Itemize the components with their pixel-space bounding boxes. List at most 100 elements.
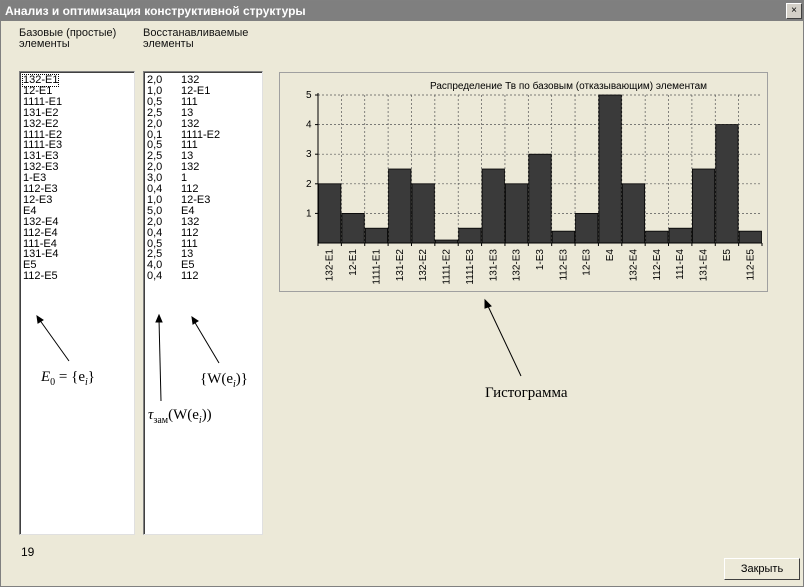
arrow-tau-head bbox=[155, 313, 163, 323]
base-element-item[interactable]: 112-E4 bbox=[23, 226, 58, 239]
restored-element-name: 12-E3 bbox=[181, 193, 211, 206]
restored-element-name: E5 bbox=[181, 259, 195, 272]
restored-element-item[interactable]: 2,0 132 bbox=[147, 75, 199, 86]
base-element-item[interactable]: 132-E1 bbox=[21, 74, 60, 87]
base-element-item[interactable]: 112-E5 bbox=[23, 270, 58, 283]
w-end: )} bbox=[235, 371, 248, 387]
arrow-histogram-head bbox=[484, 298, 492, 309]
x-tick-label: 112-E5 bbox=[745, 249, 756, 281]
base-element-item[interactable]: 1-E3 bbox=[23, 172, 47, 185]
restored-element-item[interactable]: 1,0 12-E1 bbox=[147, 84, 210, 97]
restore-time-value: 0,5 bbox=[147, 139, 163, 152]
base-element-item[interactable]: 131-E4 bbox=[23, 248, 59, 261]
restored-element-item[interactable]: 5,0 E4 bbox=[147, 204, 195, 217]
restored-element-name: E4 bbox=[181, 204, 195, 217]
restored-element-item[interactable]: 0,4 112 bbox=[147, 271, 199, 282]
restored-element-name: 132 bbox=[181, 215, 200, 228]
tau-end: )) bbox=[201, 407, 212, 423]
restored-element-item[interactable]: 0,4 112 bbox=[147, 184, 199, 195]
base-element-item[interactable]: 131-E3 bbox=[23, 150, 59, 163]
restored-element-item[interactable]: 2,0 132 bbox=[147, 117, 200, 130]
restored-header-line1: Восстанавливаемые bbox=[143, 27, 249, 39]
restored-element-item[interactable]: 3,0 1 bbox=[147, 173, 187, 184]
restore-time-value: 2,0 bbox=[147, 74, 163, 86]
restored-element-item[interactable]: 0,5 111 bbox=[147, 95, 198, 108]
x-tick-label: 131-E3 bbox=[488, 249, 499, 282]
x-tick-label: 1111-E3 bbox=[465, 249, 476, 285]
x-tick-label: 112-E4 bbox=[652, 249, 663, 281]
restore-time-value: 2,5 bbox=[147, 150, 163, 163]
restored-element-item[interactable]: 0,5 111 bbox=[147, 140, 198, 151]
restore-time-value: 1,0 bbox=[147, 193, 163, 206]
restored-element-item[interactable]: 2,5 13 bbox=[147, 249, 193, 260]
y-tick-label: 3 bbox=[306, 149, 312, 160]
close-button[interactable]: Закрыть bbox=[724, 558, 800, 580]
arrow-tau bbox=[158, 318, 162, 402]
restore-time-value: 0,5 bbox=[147, 95, 163, 108]
x-tick-label: 132-E4 bbox=[628, 249, 639, 282]
x-tick-label: 132-E2 bbox=[418, 249, 429, 282]
restored-element-item[interactable]: 0,5 111 bbox=[147, 237, 198, 250]
x-tick-label: 12-E3 bbox=[582, 249, 593, 276]
window-title: Анализ и оптимизация конструктивной стру… bbox=[5, 4, 306, 18]
close-icon[interactable]: × bbox=[786, 3, 802, 19]
base-element-item[interactable]: 131-E2 bbox=[23, 106, 59, 119]
restored-element-item[interactable]: 2,0 132 bbox=[147, 215, 200, 228]
chart-title: Распределение Тв по базовым (отказывающи… bbox=[430, 80, 707, 92]
base-element-item[interactable]: 111-E4 bbox=[23, 237, 57, 250]
restored-element-item[interactable]: 4,0 E5 bbox=[147, 260, 194, 271]
restored-elements-listbox[interactable]: 2,0 132 1,0 12-E1 0,5 111 2,5 13 2,0 132 0,1 1111-E… bbox=[143, 71, 263, 535]
arrow-e0-head bbox=[36, 314, 44, 324]
base-element-item[interactable]: E4 bbox=[23, 204, 37, 217]
restore-time-value: 4,0 bbox=[147, 259, 163, 272]
restore-time-value: 0,1 bbox=[147, 128, 163, 141]
base-element-item[interactable]: 1111-E3 bbox=[23, 139, 63, 152]
x-tick-label: 131-E4 bbox=[699, 249, 710, 282]
x-tick-label: 111-E4 bbox=[675, 249, 686, 280]
e0-subscript: 0 bbox=[50, 377, 56, 388]
restored-element-name: 111 bbox=[181, 237, 198, 250]
restored-element-item[interactable]: 2,5 13 bbox=[147, 151, 193, 162]
base-element-item[interactable]: 12-E3 bbox=[23, 193, 53, 206]
histogram-panel: Распределение Тв по базовым (отказывающи… bbox=[279, 72, 768, 292]
base-element-item[interactable]: 1111-E1 bbox=[23, 95, 63, 108]
restore-time-value: 1,0 bbox=[147, 84, 163, 97]
tau-subscript2: i bbox=[198, 415, 202, 426]
restore-time-value: 0,5 bbox=[147, 237, 163, 250]
restored-element-item[interactable]: 2,5 13 bbox=[147, 107, 193, 119]
restore-time-value: 2,0 bbox=[147, 117, 163, 130]
base-element-item[interactable]: 112-E3 bbox=[23, 183, 58, 195]
base-element-item[interactable]: 132-E4 bbox=[23, 215, 59, 228]
tau-rest: (W(e bbox=[168, 407, 199, 423]
restored-header-line2: элементы bbox=[143, 38, 194, 50]
restored-element-name: 112 bbox=[181, 270, 199, 283]
restored-element-name: 1 bbox=[181, 172, 188, 185]
base-header-line2: элементы bbox=[19, 38, 70, 50]
restored-element-item[interactable]: 0,4 112 bbox=[147, 226, 199, 239]
arrow-e0 bbox=[38, 318, 70, 362]
x-tick-label: 131-E2 bbox=[395, 249, 406, 282]
arrow-w bbox=[193, 320, 220, 364]
restored-element-item[interactable]: 0,1 1111-E2 bbox=[147, 128, 221, 141]
base-elements-listbox[interactable]: 132-E1 12-E1 1111-E1 131-E2 132-E2 1111-E2 111… bbox=[19, 71, 135, 535]
base-element-item[interactable]: 132-E2 bbox=[23, 117, 59, 130]
restored-element-item[interactable]: 1,0 12-E3 bbox=[147, 193, 211, 206]
restored-element-name: 132 bbox=[181, 161, 200, 174]
restored-element-name: 111 bbox=[181, 95, 198, 108]
restore-time-value: 2,0 bbox=[147, 215, 163, 228]
annotation-tau: τзам(W(ei)) bbox=[148, 407, 212, 426]
base-element-item[interactable]: 12-E1 bbox=[23, 84, 53, 97]
restored-element-item[interactable]: 2,0 132 bbox=[147, 162, 199, 173]
restore-time-value: 0,4 bbox=[147, 270, 163, 283]
restore-time-value: 0,4 bbox=[147, 226, 163, 239]
title-bar: Анализ и оптимизация конструктивной стру… bbox=[1, 1, 803, 21]
base-element-item[interactable]: 132-E3 bbox=[23, 161, 59, 174]
base-element-item[interactable]: E5 bbox=[23, 259, 37, 272]
base-element-item[interactable]: 1111-E2 bbox=[23, 128, 63, 141]
x-tick-label: E5 bbox=[722, 249, 733, 262]
restored-element-name: 1111-E2 bbox=[181, 128, 221, 141]
restored-element-name: 132 bbox=[181, 117, 200, 130]
restored-element-name: 111 bbox=[181, 139, 198, 152]
w-main: {W(e bbox=[200, 371, 234, 387]
